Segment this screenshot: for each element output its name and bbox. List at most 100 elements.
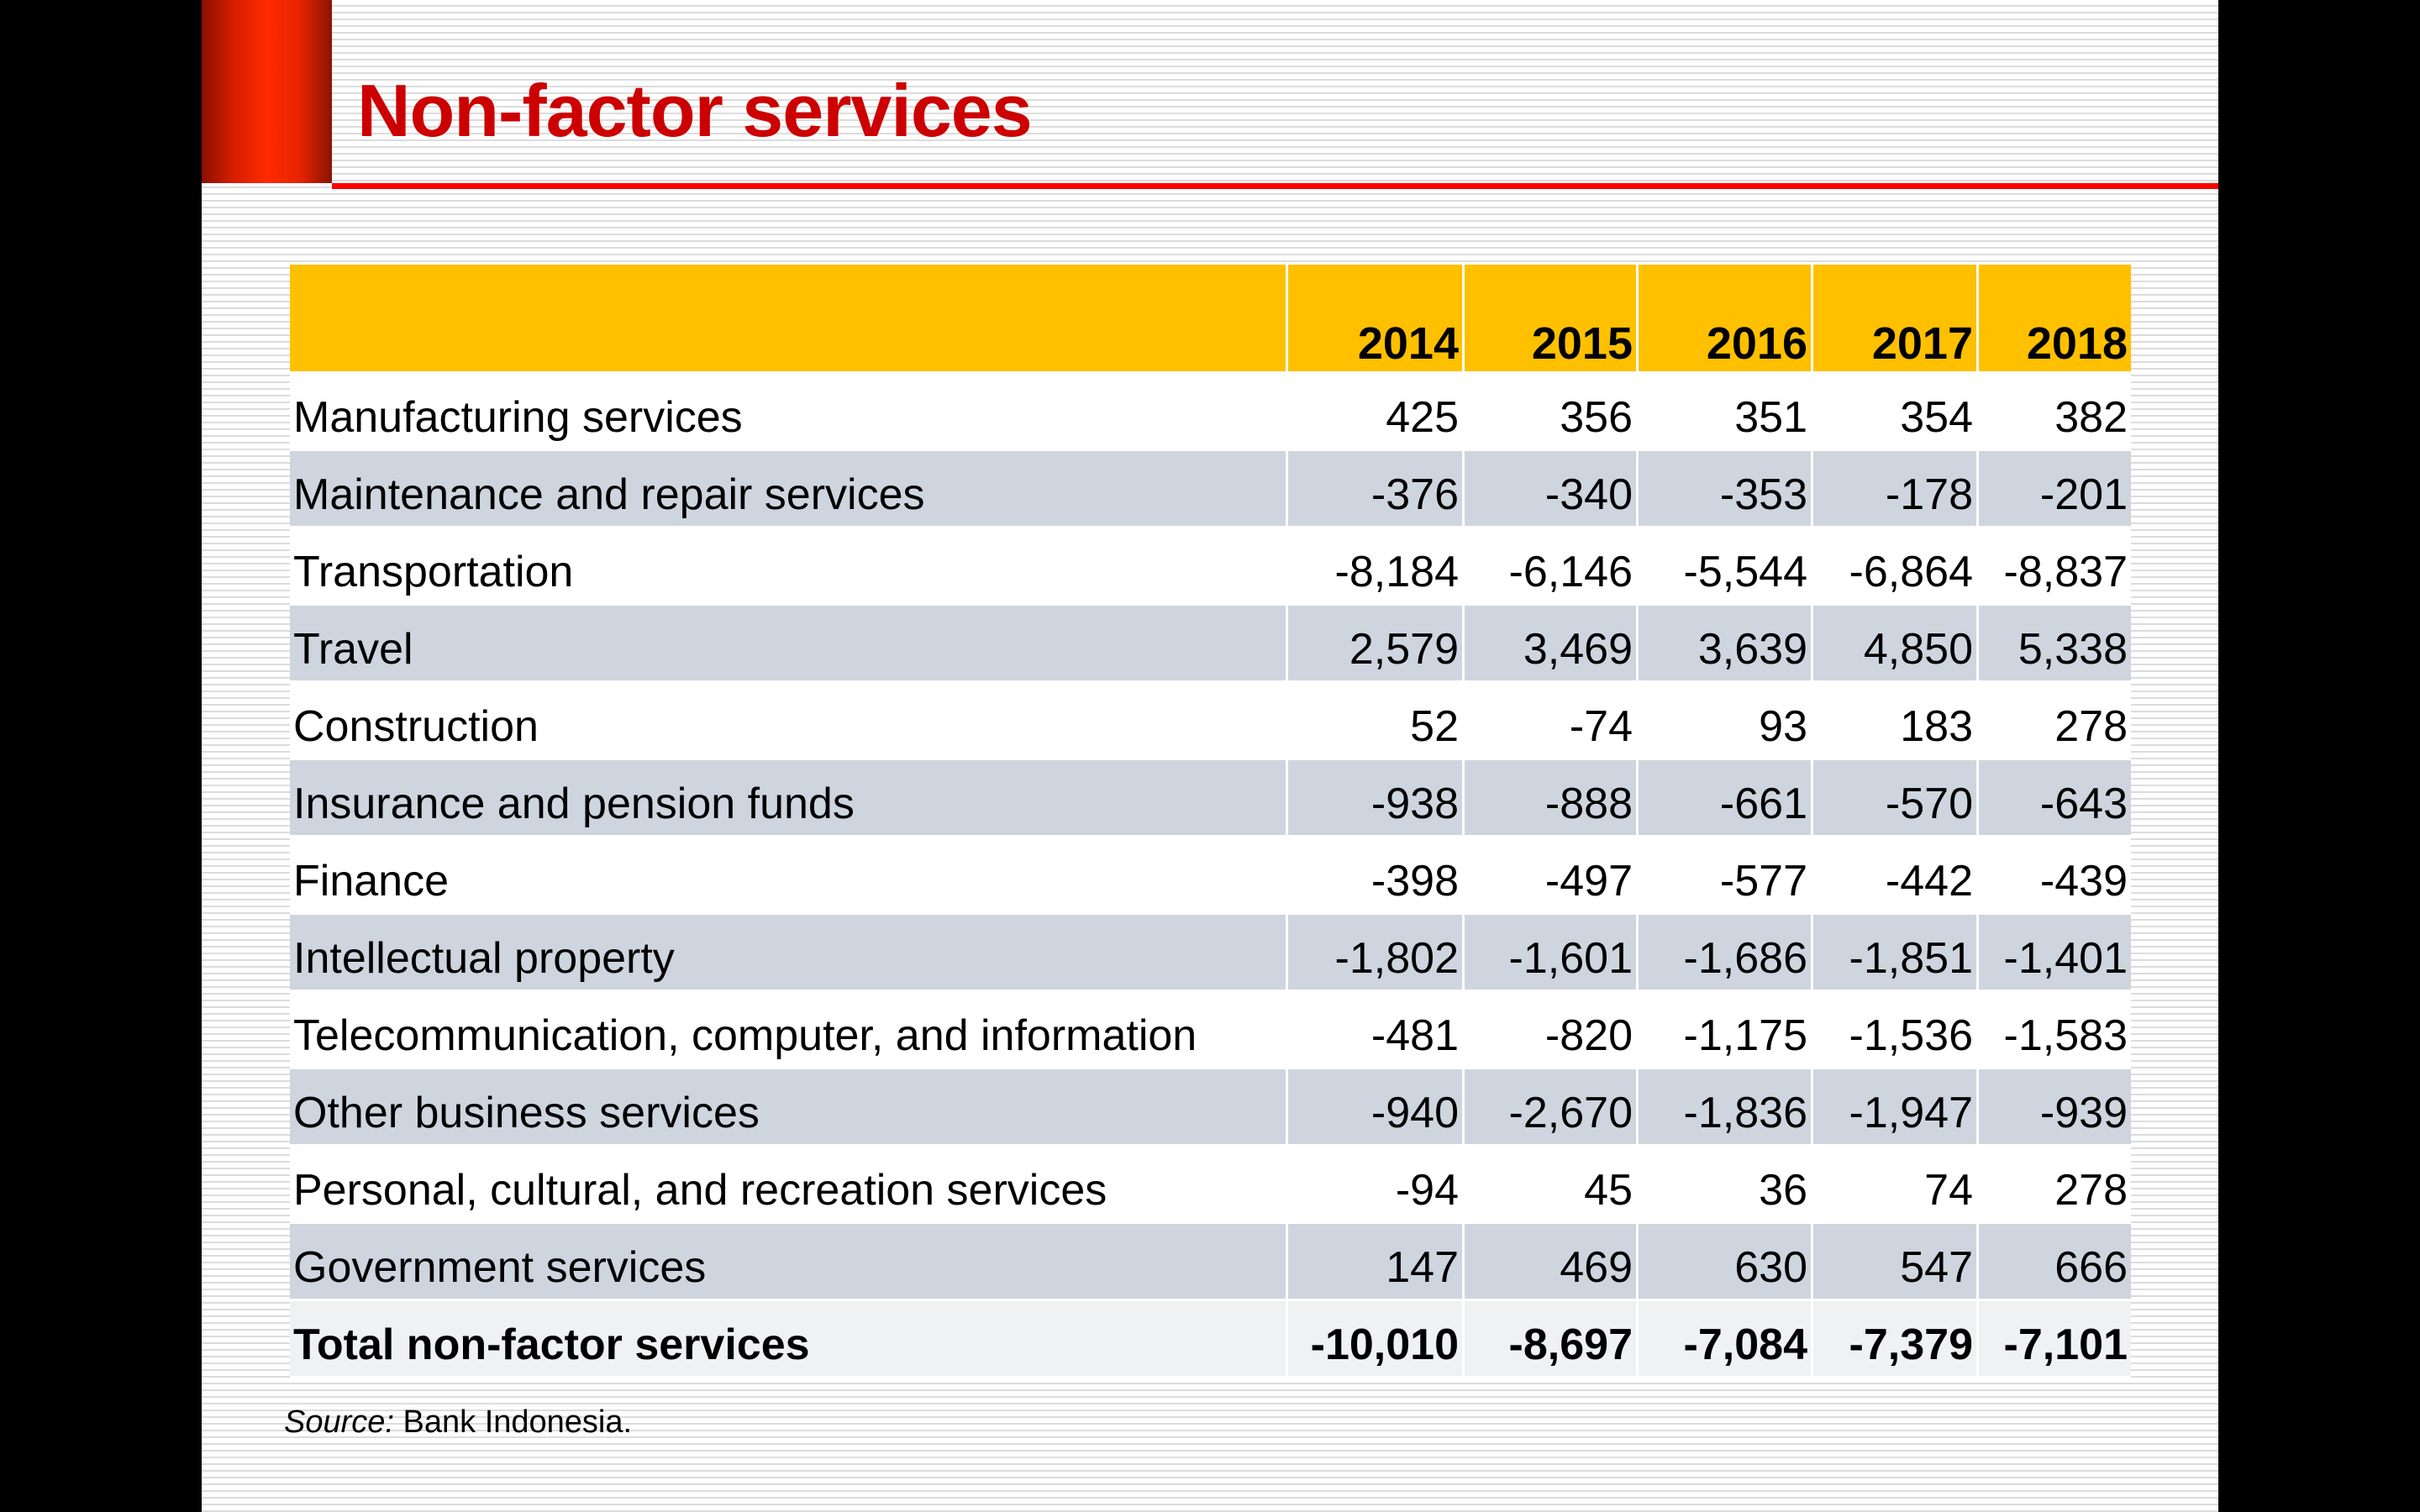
value-cell-2017: -7,379: [1813, 1301, 1979, 1378]
value-cell-2014: 425: [1288, 374, 1465, 451]
table-row: Insurance and pension funds -938 -888 -661-…: [290, 760, 2131, 837]
table-row: Telecommunication, computer, and informa…: [290, 992, 2131, 1069]
table-row: Intellectual property -1,802 -1,601 -1,686-…: [290, 915, 2131, 992]
value-cell-2017: -570: [1813, 760, 1979, 837]
value-cell-2014: 2,579: [1288, 606, 1465, 683]
value-cell-2014: 147: [1288, 1224, 1465, 1301]
value-cell-2015: 469: [1465, 1224, 1639, 1301]
value-cell-2015: -6,146: [1465, 528, 1639, 606]
value-cell-2017: 74: [1813, 1147, 1979, 1224]
value-cell-2017: 354: [1813, 374, 1979, 451]
value-cell-2014: -10,010: [1288, 1301, 1465, 1378]
value-cell-2018: -1,401: [1979, 915, 2131, 992]
value-cell-2016: -5,544: [1639, 528, 1813, 606]
value-cell-2014: -94: [1288, 1147, 1465, 1224]
value-cell-2016: -1,836: [1639, 1069, 1813, 1147]
value-cell-2015: 45: [1465, 1147, 1639, 1224]
value-cell-2016: -353: [1639, 451, 1813, 528]
header-year-2015: 2015: [1465, 265, 1639, 374]
value-cell-2015: -497: [1465, 837, 1639, 915]
table-header-row: 2014 2015 2016 2017 2018: [290, 265, 2131, 374]
value-cell-2015: -888: [1465, 760, 1639, 837]
value-cell-2017: -1,851: [1813, 915, 1979, 992]
source-note: Source: Bank Indonesia.: [284, 1404, 632, 1441]
value-cell-2018: -8,837: [1979, 528, 2131, 606]
header-year-2017: 2017: [1813, 265, 1979, 374]
value-cell-2016: -1,686: [1639, 915, 1813, 992]
table-row: Travel 2,579 3,469 3,639 4,850 5,338: [290, 606, 2131, 683]
value-cell-2016: -661: [1639, 760, 1813, 837]
value-cell-2017: -178: [1813, 451, 1979, 528]
value-cell-2014: -8,184: [1288, 528, 1465, 606]
row-label: Telecommunication, computer, and informa…: [290, 992, 1288, 1069]
value-cell-2016: 93: [1639, 683, 1813, 760]
header-year-2018: 2018: [1979, 265, 2131, 374]
table-row: Maintenance and repair services -376 -340-…: [290, 451, 2131, 528]
value-cell-2015: -1,601: [1465, 915, 1639, 992]
row-label: Travel: [290, 606, 1288, 683]
value-cell-2017: -442: [1813, 837, 1979, 915]
value-cell-2018: -7,101: [1979, 1301, 2131, 1378]
value-cell-2017: 183: [1813, 683, 1979, 760]
table-row: Other business services -940 -2,670 -1,836-…: [290, 1069, 2131, 1147]
value-cell-2018: -201: [1979, 451, 2131, 528]
row-label: Transportation: [290, 528, 1288, 606]
header-year-2016: 2016: [1639, 265, 1813, 374]
value-cell-2017: 4,850: [1813, 606, 1979, 683]
title-accent-block: [202, 0, 332, 183]
title-underline-rule: [332, 183, 2218, 189]
value-cell-2018: -439: [1979, 837, 2131, 915]
value-cell-2016: 3,639: [1639, 606, 1813, 683]
value-cell-2014: -376: [1288, 451, 1465, 528]
row-label: Insurance and pension funds: [290, 760, 1288, 837]
value-cell-2016: 351: [1639, 374, 1813, 451]
value-cell-2018: 382: [1979, 374, 2131, 451]
value-cell-2015: -8,697: [1465, 1301, 1639, 1378]
value-cell-2016: -577: [1639, 837, 1813, 915]
value-cell-2015: -2,670: [1465, 1069, 1639, 1147]
row-label: Manufacturing services: [290, 374, 1288, 451]
table-total-row: Total non-factor services -10,010 -8,697 -7…: [290, 1301, 2131, 1378]
value-cell-2018: -939: [1979, 1069, 2131, 1147]
slide-title: Non-factor services: [357, 69, 1033, 152]
value-cell-2014: -481: [1288, 992, 1465, 1069]
table-row: Manufacturing services 425 356 351 354 382: [290, 374, 2131, 451]
value-cell-2015: -74: [1465, 683, 1639, 760]
value-cell-2016: 36: [1639, 1147, 1813, 1224]
table-row: Construction 52 -74 93 183 278: [290, 683, 2131, 760]
value-cell-2014: -1,802: [1288, 915, 1465, 992]
value-cell-2015: 356: [1465, 374, 1639, 451]
value-cell-2018: 5,338: [1979, 606, 2131, 683]
value-cell-2018: 278: [1979, 683, 2131, 760]
source-label: Source:: [284, 1404, 394, 1440]
table-row: Finance -398 -497 -577 -442 -439: [290, 837, 2131, 915]
value-cell-2018: -1,583: [1979, 992, 2131, 1069]
value-cell-2016: -1,175: [1639, 992, 1813, 1069]
value-cell-2017: -1,947: [1813, 1069, 1979, 1147]
value-cell-2014: -398: [1288, 837, 1465, 915]
row-label: Construction: [290, 683, 1288, 760]
row-label: Intellectual property: [290, 915, 1288, 992]
row-label: Total non-factor services: [290, 1301, 1288, 1378]
value-cell-2015: -820: [1465, 992, 1639, 1069]
value-cell-2015: 3,469: [1465, 606, 1639, 683]
row-label: Maintenance and repair services: [290, 451, 1288, 528]
table-row: Government services 147 469 630 547 666: [290, 1224, 2131, 1301]
source-text: Bank Indonesia.: [393, 1404, 633, 1440]
row-label: Finance: [290, 837, 1288, 915]
value-cell-2017: 547: [1813, 1224, 1979, 1301]
table-row: Personal, cultural, and recreation servi…: [290, 1147, 2131, 1224]
services-table: 2014 2015 2016 2017 2018 Manufacturing s…: [290, 265, 2131, 1378]
value-cell-2017: -6,864: [1813, 528, 1979, 606]
value-cell-2015: -340: [1465, 451, 1639, 528]
table-body: Manufacturing services 425 356 351 354 382 Mai…: [290, 374, 2131, 1378]
value-cell-2016: -7,084: [1639, 1301, 1813, 1378]
table-row: Transportation -8,184 -6,146 -5,544 -6,864 -8…: [290, 528, 2131, 606]
value-cell-2014: -938: [1288, 760, 1465, 837]
header-year-2014: 2014: [1288, 265, 1465, 374]
value-cell-2017: -1,536: [1813, 992, 1979, 1069]
header-label-cell: [290, 265, 1288, 374]
value-cell-2016: 630: [1639, 1224, 1813, 1301]
row-label: Government services: [290, 1224, 1288, 1301]
value-cell-2018: -643: [1979, 760, 2131, 837]
